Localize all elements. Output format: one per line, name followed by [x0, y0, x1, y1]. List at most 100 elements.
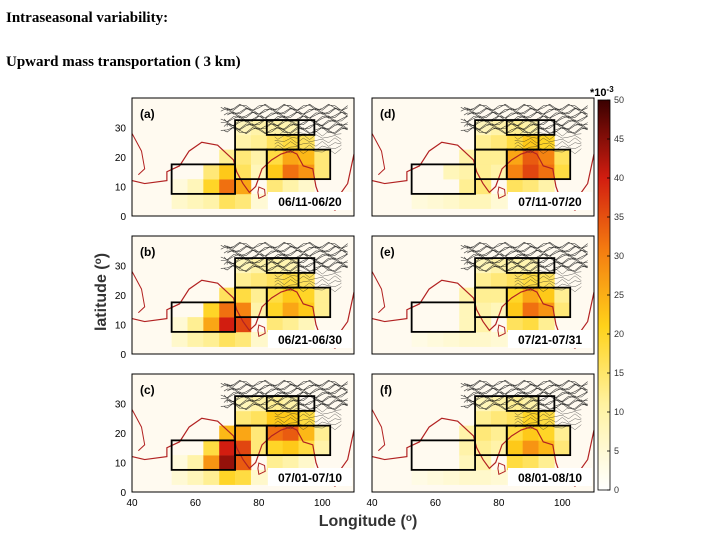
panel-frame: [371, 97, 595, 217]
heat-cell: [266, 317, 283, 333]
panel-frame: [131, 97, 355, 217]
colorbar-tick-label: 10: [614, 407, 624, 417]
heat-cell: [187, 193, 204, 209]
y-tick-label: 0: [120, 350, 126, 361]
heat-cell: [506, 164, 523, 180]
heat-cell: [282, 164, 299, 180]
heat-cell: [250, 134, 268, 150]
heat-cell: [459, 287, 476, 303]
heat-cell: [475, 440, 492, 456]
heat-cell: [219, 469, 236, 485]
heat-cell: [522, 134, 539, 150]
heat-cell: [219, 425, 236, 441]
heat-cell: [219, 317, 236, 333]
heat-cell: [554, 440, 571, 456]
heat-cell: [538, 149, 555, 165]
panel-a: (a) 06/11-06/20 0 10 20 30: [115, 97, 355, 223]
colorbar-tick-label: 20: [614, 329, 624, 339]
tibet-box: [505, 395, 556, 412]
heat-cell: [506, 317, 523, 333]
heat-cell: [506, 179, 523, 195]
heat-cell: [219, 179, 236, 195]
heat-cell: [171, 193, 188, 209]
heat-cell: [235, 425, 252, 441]
heat-cell: [298, 149, 315, 165]
heat-cell: [219, 440, 236, 456]
tibet-box: [265, 119, 316, 136]
heat-cell: [475, 287, 492, 303]
y-tick-label: 10: [115, 321, 127, 332]
heat-cell: [219, 149, 236, 165]
heat-cell: [219, 287, 236, 303]
heat-cell: [459, 425, 476, 441]
heat-cell: [522, 302, 539, 318]
heat-cell: [475, 134, 492, 150]
period-label-background: [508, 330, 592, 348]
heat-cell: [250, 425, 268, 441]
heat-cell: [171, 469, 188, 485]
heat-cell: [282, 302, 299, 318]
heat-cell: [282, 317, 299, 333]
panel-d: (d) 07/11-07/20: [371, 97, 595, 217]
heat-cell: [235, 193, 252, 209]
heat-cell: [475, 164, 492, 180]
heat-cell: [427, 193, 444, 209]
tibet-box: [505, 257, 556, 274]
heat-cell: [282, 134, 299, 150]
heat-cell: [314, 440, 331, 456]
topography-contours-east: [274, 406, 342, 431]
heat-cell: [538, 179, 555, 195]
panel-label: (a): [140, 107, 155, 121]
colorbar-scale-label: *10-3: [590, 85, 614, 100]
x-axis-label: Longitude (o): [319, 513, 418, 531]
heat-cell: [475, 331, 492, 347]
heat-cell: [266, 179, 283, 195]
panel-label: (c): [140, 383, 155, 397]
panel-label: (b): [140, 245, 155, 259]
heat-cell: [522, 425, 539, 441]
period-label: 08/01-08/10: [518, 471, 582, 485]
panel-c: (c) 07/01-07/10 0 10 20 30: [115, 373, 355, 499]
heat-cell: [443, 331, 460, 347]
heat-cell: [522, 410, 539, 426]
panel-e: (e) 07/21-07/31: [371, 235, 595, 355]
period-label: 07/11-07/20: [518, 195, 582, 209]
heat-cell: [427, 469, 444, 485]
heat-cell: [554, 149, 571, 165]
y-tick-label: 10: [115, 459, 127, 470]
heat-cell: [187, 179, 204, 195]
red-sea-coast: [371, 271, 386, 314]
heat-cell: [282, 287, 299, 303]
heat-cell: [314, 149, 331, 165]
slide-title: Intraseasonal variability:: [6, 10, 169, 26]
heat-cell: [490, 469, 508, 485]
sri-lanka-coast: [497, 324, 506, 338]
y-tick-label: 0: [120, 212, 126, 223]
heat-cell: [459, 440, 476, 456]
heat-cell: [171, 179, 188, 195]
x-tick-label: 40: [366, 498, 378, 509]
heat-cell: [522, 287, 539, 303]
x-tick-label: 40: [126, 498, 138, 509]
heat-cell: [203, 302, 220, 318]
heat-cell: [250, 149, 268, 165]
heat-cell: [475, 302, 492, 318]
period-label: 06/11-06/20: [278, 195, 342, 209]
period-label-background: [268, 192, 352, 210]
heat-cell: [250, 193, 268, 209]
heat-cell: [235, 287, 252, 303]
red-sea-coast: [371, 133, 386, 176]
red-sea-coast: [131, 409, 146, 452]
heat-cell: [490, 272, 508, 288]
tibet-box: [265, 257, 316, 274]
heat-cell: [475, 149, 492, 165]
heat-cell: [314, 302, 331, 318]
heat-cell: [187, 455, 204, 471]
heat-cell: [266, 440, 283, 456]
heat-cell: [411, 331, 428, 347]
heat-cell: [475, 410, 492, 426]
heat-cell: [266, 164, 283, 180]
colorbar-tick-label: 30: [614, 251, 624, 261]
heat-cell: [538, 425, 555, 441]
